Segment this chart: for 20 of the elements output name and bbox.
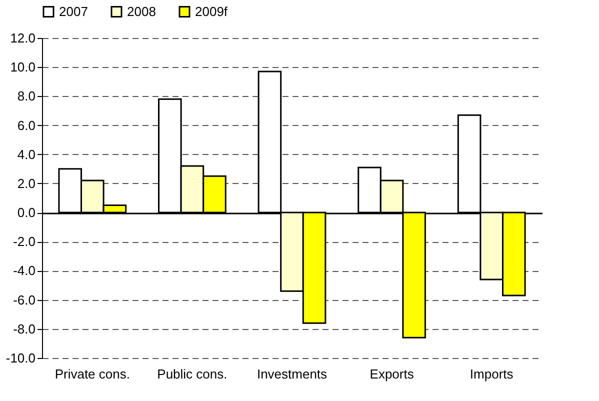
- x-tick-label: Private cons.: [54, 366, 130, 382]
- y-tick-label: 8.0: [17, 88, 36, 104]
- legend-label: 2008: [127, 4, 156, 19]
- y-tick-label: 12.0: [10, 30, 36, 46]
- y-tick-label: 10.0: [10, 60, 36, 75]
- y-tick-label: 2.0: [17, 176, 36, 191]
- x-tick-label: Public cons.: [157, 366, 228, 382]
- y-tick-label: 6.0: [17, 118, 36, 133]
- y-tick-label: -8.0: [13, 321, 36, 336]
- x-tick-label: Exports: [370, 366, 414, 382]
- x-tick-label: Investments: [256, 366, 328, 382]
- x-tick-label: Imports: [470, 366, 514, 382]
- legend-label: 2009f: [195, 4, 228, 19]
- y-tick-label: 4.0: [17, 146, 36, 162]
- y-tick-label: -6.0: [13, 292, 36, 308]
- legend-label: 2007: [59, 4, 88, 19]
- y-tick-label: 0.0: [17, 205, 36, 220]
- y-tick-label: -4.0: [13, 263, 36, 278]
- y-tick-label: -10.0: [6, 350, 36, 366]
- y-tick-label: -2.0: [13, 234, 36, 250]
